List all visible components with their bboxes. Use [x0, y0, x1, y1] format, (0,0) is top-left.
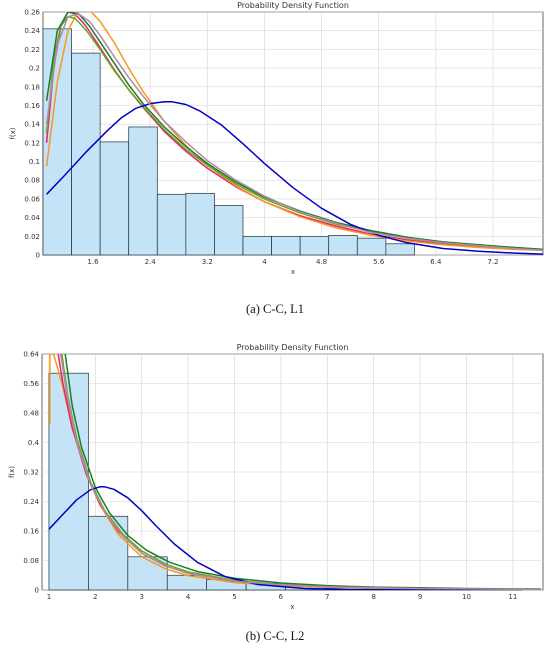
y-tick-label: 0.14 — [24, 121, 40, 129]
y-tick-label: 0.32 — [23, 469, 39, 477]
y-tick-label: 0.22 — [24, 46, 40, 54]
y-tick-label: 0 — [35, 587, 39, 595]
histogram-bar — [242, 235, 272, 256]
x-tick-label: 6.4 — [430, 258, 442, 266]
density-curve — [45, 12, 543, 251]
y-tick-label: 0.1 — [29, 158, 40, 166]
y-tick-label: 0.04 — [24, 214, 40, 222]
y-tick-label: 0.48 — [23, 410, 39, 418]
y-tick-label: 0.24 — [24, 27, 40, 35]
pdf-chart-a: Probability Density Function 0 0.02 0.04 0.0… — [9, 1, 544, 276]
y-tick-label: 0.16 — [23, 528, 39, 536]
density-curve — [59, 354, 541, 590]
histogram-bar — [299, 235, 330, 256]
density-curves — [48, 354, 541, 590]
y-tick-label: 0.06 — [24, 195, 40, 203]
y-axis-label: f(x) — [8, 466, 16, 478]
chart-panel-a: Probability Density Function 0 0.02 0.04 0.0… — [9, 1, 544, 316]
histogram-bar — [385, 243, 415, 256]
density-curves — [45, 12, 543, 255]
y-tick-label: 0.56 — [23, 380, 39, 388]
density-curve — [46, 100, 543, 255]
x-tick-label: 2.4 — [145, 258, 157, 266]
y-axis-label: f(x) — [9, 127, 17, 139]
x-axis-label: x — [290, 603, 294, 611]
x-tick-label: 5 — [232, 593, 236, 601]
density-curve — [45, 13, 543, 252]
y-tick-label: 0.2 — [29, 65, 40, 73]
x-tick-label: 2 — [93, 593, 97, 601]
x-tick-label: 1.6 — [87, 258, 99, 266]
x-tick-label: 4.8 — [316, 258, 327, 266]
x-tick-label: 10 — [462, 593, 471, 601]
histogram-bar — [42, 28, 72, 256]
x-tick-label: 7 — [325, 593, 329, 601]
x-axis-label: x — [291, 268, 295, 276]
y-tick-label: 0.16 — [24, 102, 40, 110]
y-tick-label: 0 — [36, 252, 40, 260]
density-curve — [48, 486, 541, 590]
y-tick-label: 0.26 — [24, 9, 40, 17]
x-tick-label: 8 — [371, 593, 375, 601]
y-tick-label: 0.02 — [24, 233, 40, 241]
x-tick-label: 4 — [186, 593, 191, 601]
histogram-bar — [99, 141, 130, 256]
y-tick-label: 0.24 — [23, 498, 39, 506]
chart-panel-b: Probability Density Function 0 0.08 0.16 0.2… — [0, 342, 550, 653]
histogram-bar — [156, 193, 187, 256]
y-tick-label: 0.08 — [24, 177, 40, 185]
caption-a: (a) C-C, L1 — [246, 302, 304, 316]
caption-b: (b) C-C, L2 — [245, 629, 305, 643]
y-tick-label: 0.08 — [23, 557, 39, 565]
y-tick-label: 0.18 — [24, 83, 40, 91]
y-tick-label: 0.64 — [23, 351, 39, 359]
chart-title: Probability Density Function — [237, 1, 349, 10]
histogram-bar — [88, 515, 129, 591]
pdf-chart-b: Probability Density Function 0 0.08 0.16 0.2… — [8, 343, 544, 611]
x-tick-label: 9 — [418, 593, 422, 601]
histogram-bar — [185, 192, 215, 256]
chart-title: Probability Density Function — [237, 343, 349, 352]
histogram-bar — [356, 237, 387, 256]
x-tick-label: 4 — [262, 258, 267, 266]
x-tick-label: 3 — [140, 593, 144, 601]
x-tick-label: 5.6 — [373, 258, 385, 266]
x-tick-label: 6 — [279, 593, 284, 601]
y-tick-label: 0.4 — [28, 439, 40, 447]
y-tick-label: 0.12 — [24, 139, 40, 147]
x-tick-label: 3.2 — [202, 258, 213, 266]
histogram-bar — [328, 235, 358, 256]
histogram-bar — [71, 52, 101, 256]
histogram-bar — [127, 556, 168, 591]
x-tick-label: 7.2 — [487, 258, 498, 266]
x-tick-label: 1 — [47, 593, 51, 601]
histogram-bar — [271, 235, 301, 256]
histogram-bar — [214, 205, 244, 256]
x-tick-label: 11 — [508, 593, 517, 601]
histogram-bar — [128, 126, 158, 256]
